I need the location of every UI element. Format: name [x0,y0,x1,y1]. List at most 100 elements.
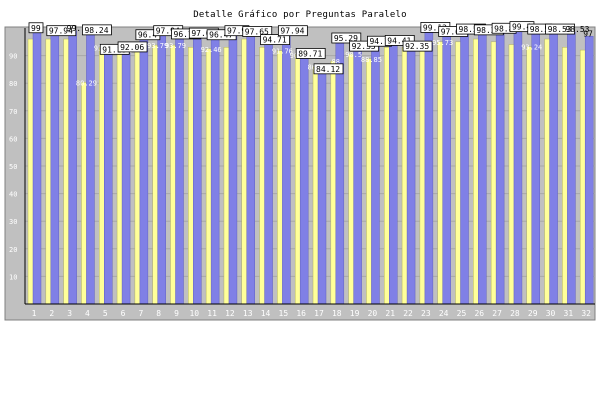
x-tick-label: 2 [49,309,54,318]
data-label-series-1: 89.71 [298,49,322,58]
data-label-series-1: 98.53 [548,25,572,34]
data-label-series-2: 93.79 [165,42,186,50]
data-label-series-2: 88.85 [361,56,382,64]
data-label-series-1: 97.94 [49,27,73,36]
data-label-box [242,26,273,37]
data-label-series-1: 84.12 [316,65,340,74]
x-tick-label: 15 [279,309,289,318]
x-tick-label: 20 [368,309,378,318]
x-tick-label: 27 [492,309,502,318]
x-tick-label: 31 [564,309,574,318]
bar-series-1 [513,29,523,305]
data-label-series-2: 93.79 [147,42,168,50]
data-label-series-1: 97.65 [441,27,465,36]
data-label-series-1: 92.35 [352,42,376,51]
x-tick-label: 10 [189,309,199,318]
bar-series-1 [460,31,469,305]
data-label-series-2: 92.46 [201,46,222,54]
x-tick-label: 30 [546,309,556,318]
data-label-series-1: 94.1 [369,37,388,46]
data-label-series-1: 92.35 [405,42,429,51]
x-tick-label: 24 [439,309,449,318]
data-label-series-1: 92.06 [120,43,144,52]
x-tick-label: 6 [121,309,126,318]
x-tick-label: 18 [332,309,342,318]
chart-title: Detalle Gráfico por Preguntas Paralelo [193,10,407,20]
bar-series-1 [50,33,60,305]
bar-series-1 [478,32,487,305]
data-label-series-2: 88 [332,58,340,66]
x-tick-label: 3 [67,309,72,318]
x-tick-label: 23 [421,309,431,318]
bar-series-1 [495,31,505,305]
x-tick-label: 32 [581,309,591,318]
x-tick-label: 28 [510,309,520,318]
data-label-series-1: 97.94 [156,27,180,36]
data-label-series-1: 99.4 [512,23,531,32]
bar-series-1 [157,33,166,305]
x-tick-label: 4 [85,309,90,318]
bar-series-1 [104,52,113,305]
bar-series-1 [282,33,291,305]
bar-series-1 [371,43,380,305]
x-tick-label: 7 [138,309,143,318]
bar-series-1 [193,35,202,305]
bar-series-1 [442,34,451,305]
data-label-series-2: 95.73 [432,39,453,47]
data-label-series-1: 97.65 [245,27,269,36]
data-label-series-1: 98.24 [476,26,500,35]
bar-series-1 [210,37,220,305]
data-label-series-1: 97.94 [280,27,304,36]
bar-series-1 [228,33,238,305]
data-label-series-1: 98.53 [459,25,483,34]
y-tick-label: 30 [9,218,17,226]
data-label-series-2: 91.76 [272,48,293,56]
data-label-box [277,25,308,37]
y-tick-label: 50 [9,163,17,171]
y-tick-label: 20 [9,246,17,254]
x-tick-label: 22 [403,309,413,318]
data-label-series-2: 80.29 [76,79,97,87]
data-label-series-1: 98.8 [494,24,513,33]
data-label-series-2: 90.5 [345,51,362,59]
bar-series-1 [317,71,327,305]
bar-series-1 [299,56,309,305]
data-label-series-1: 98.5 [530,25,549,34]
bar-series-1 [86,32,95,305]
bar-series-1 [246,34,255,305]
y-tick-label: 10 [9,273,17,281]
data-label-series-1: 98.53 [565,25,589,34]
y-tick-label: 90 [9,53,17,61]
x-tick-label: 25 [457,309,467,318]
data-label-box [28,22,44,34]
bar-series-1 [175,36,184,305]
data-label-series-1: 94.41 [387,36,411,45]
bar-series-1 [406,48,416,305]
bar-series-1 [32,30,42,305]
y-tick-label: 80 [9,80,17,88]
bar-series-1 [424,30,434,305]
data-label-series-1: 99. [67,24,81,33]
bar-series-1 [549,31,558,305]
data-label-box [260,34,290,46]
data-label-series-1: 98.24 [84,26,108,35]
data-label-box [295,48,326,59]
data-label-series-1: 97.9 [227,27,246,36]
data-label-series-1: 96.76 [174,30,198,39]
x-tick-label: 19 [350,309,360,318]
x-tick-label: 17 [314,309,324,318]
x-tick-label: 29 [528,309,538,318]
data-label-box [402,40,433,52]
data-label-series-1: 94.71 [263,36,287,45]
x-tick-label: 16 [296,309,306,318]
y-tick-label: 40 [9,191,17,199]
data-label-box [384,35,415,46]
bar-series-1 [264,42,273,305]
data-label-series-1: 96.4 [138,31,157,40]
y-tick-label: 60 [9,135,17,143]
x-tick-label: 21 [385,309,395,318]
x-tick-label: 11 [207,309,217,318]
y-tick-label: 70 [9,108,17,116]
data-label-box [82,24,112,36]
data-label-box [46,25,77,37]
